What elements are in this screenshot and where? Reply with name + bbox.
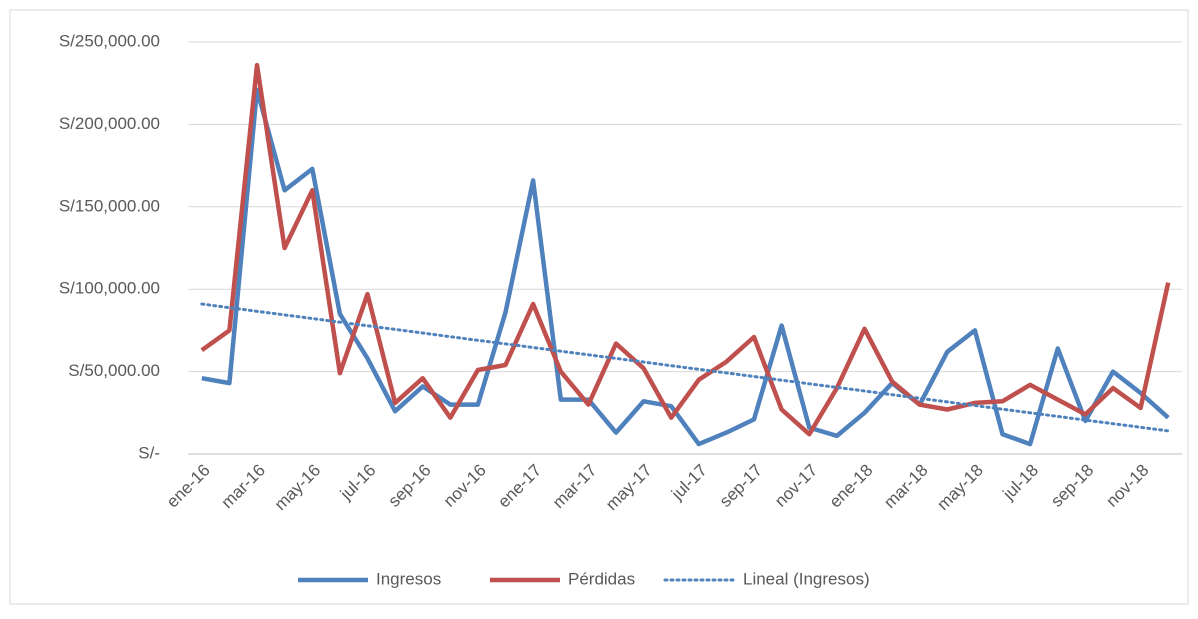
chart-border [9, 9, 1189, 605]
trend-line [200, 302, 1170, 433]
legend-label: Pérdidas [568, 569, 635, 588]
legend-label: Lineal (Ingresos) [743, 569, 870, 588]
y-tick-label: S/150,000.00 [59, 196, 160, 215]
y-tick-label: S/50,000.00 [68, 361, 160, 380]
y-tick-label: S/- [138, 443, 160, 462]
y-tick-label: S/250,000.00 [59, 31, 160, 50]
series-line [200, 62, 1171, 437]
y-tick-label: S/100,000.00 [59, 279, 160, 298]
y-tick-label: S/200,000.00 [59, 114, 160, 133]
legend-label: Ingresos [376, 569, 441, 588]
series-line [201, 87, 1170, 447]
